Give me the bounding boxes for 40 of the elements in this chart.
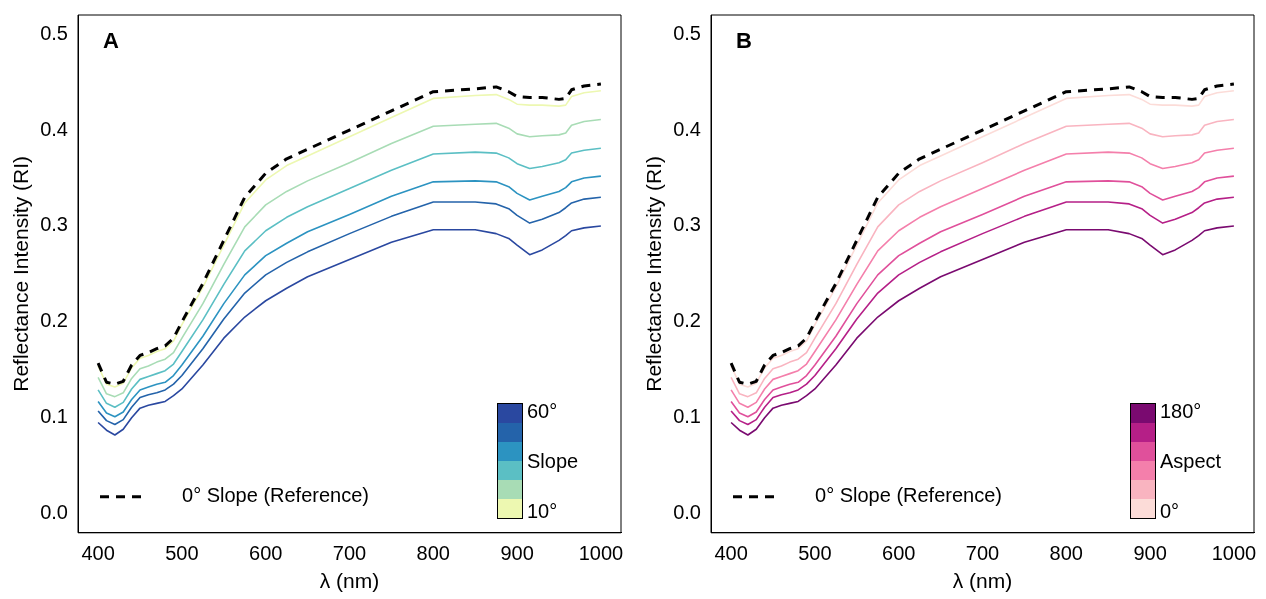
color-bar-title: Aspect xyxy=(1160,448,1222,473)
y-axis-title: Reflectance Intensity (RI) xyxy=(642,156,666,392)
y-tick-label: 0.5 xyxy=(673,21,701,44)
annotation: 0° xyxy=(1160,498,1180,523)
text: A xyxy=(103,28,119,54)
x-tick-label: 600 xyxy=(882,542,916,565)
y-axis-title: Reflectance Intensity (RI) xyxy=(9,156,33,392)
x-tick-label: 400 xyxy=(714,542,748,565)
y-tick-label: 0.3 xyxy=(40,213,68,236)
color-bar-title: Slope xyxy=(527,448,579,473)
y-tick-label: 0.3 xyxy=(673,213,701,236)
legend-label: 0° Slope (Reference) xyxy=(182,484,369,507)
text: B xyxy=(736,28,752,54)
y-tick-label: 0.4 xyxy=(673,117,701,140)
y-tick-label: 0.1 xyxy=(40,405,68,428)
y-tick-label: 0.1 xyxy=(673,405,701,428)
x-tick-label: 1000 xyxy=(578,542,624,565)
x-tick-label: 900 xyxy=(1133,542,1167,565)
y-tick-label: 0.5 xyxy=(40,21,68,44)
x-tick-label: 800 xyxy=(416,542,450,565)
y-tick-label: 0.0 xyxy=(673,501,701,524)
y-tick-label: 0.4 xyxy=(40,117,68,140)
x-tick-label: 600 xyxy=(249,542,283,565)
x-tick-label: 700 xyxy=(965,542,1000,565)
x-tick-label: 900 xyxy=(500,542,534,565)
y-tick-label: 0.2 xyxy=(40,309,68,332)
y-tick-label: 0.0 xyxy=(40,501,68,524)
x-axis-title: λ (nm) xyxy=(319,569,380,593)
x-tick-label: 500 xyxy=(165,542,199,565)
x-tick-label: 800 xyxy=(1049,542,1083,565)
legend-label: 0° Slope (Reference) xyxy=(815,484,1002,507)
x-tick-label: 700 xyxy=(332,542,367,565)
x-tick-label: 1000 xyxy=(1211,542,1257,565)
annotation: 180° xyxy=(1160,398,1202,423)
annotation: 10° xyxy=(527,498,558,523)
x-axis-title: λ (nm) xyxy=(952,569,1013,593)
x-tick-label: 400 xyxy=(81,542,115,565)
y-tick-label: 0.2 xyxy=(673,309,701,332)
x-tick-label: 500 xyxy=(798,542,832,565)
annotation: 60° xyxy=(527,398,558,423)
